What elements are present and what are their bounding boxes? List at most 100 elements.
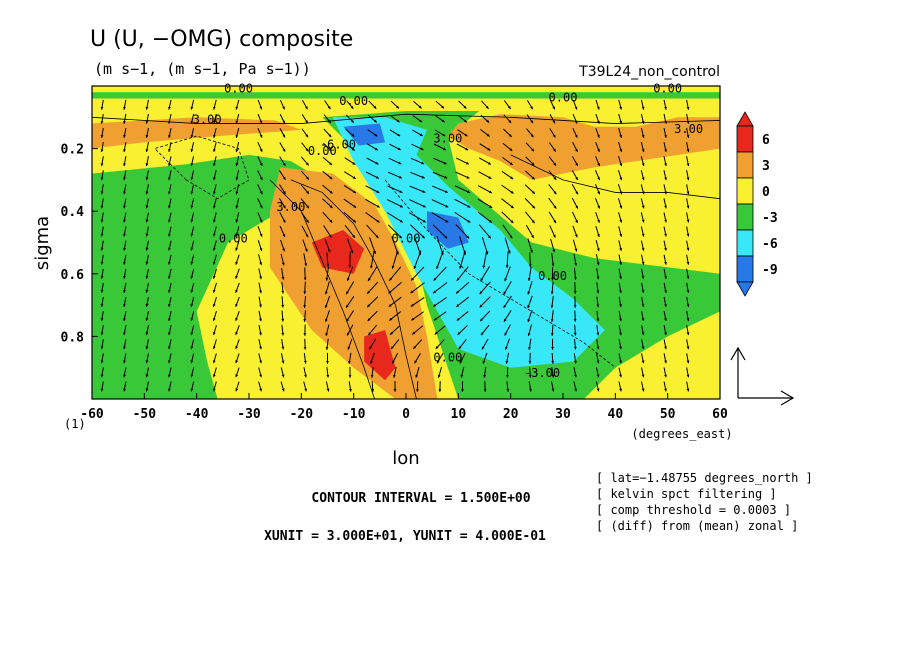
wind-arrow-300 bbox=[409, 185, 426, 193]
wind-arrow-14 bbox=[100, 296, 104, 307]
wind-arrow-201 bbox=[303, 267, 307, 281]
wind-arrow-528 bbox=[663, 142, 667, 153]
wind-arrow-431 bbox=[551, 253, 555, 267]
wind-arrow-560 bbox=[686, 296, 690, 308]
wind-arrow-455 bbox=[573, 296, 577, 308]
wind-arrow-361 bbox=[478, 157, 492, 165]
wind-arrow-404 bbox=[524, 170, 536, 180]
wind-arrow-324 bbox=[432, 224, 448, 239]
wind-arrow-298 bbox=[410, 157, 425, 165]
wind-arrow-330 bbox=[433, 311, 447, 321]
wind-arrow-400 bbox=[526, 114, 534, 124]
wind-arrow-535 bbox=[663, 240, 667, 251]
wind-arrow-555 bbox=[686, 226, 690, 237]
wind-arrow-240 bbox=[344, 224, 356, 239]
wind-arrow-27 bbox=[123, 184, 127, 195]
wind-arrow-508 bbox=[640, 156, 645, 167]
wind-arrow-396 bbox=[505, 352, 510, 364]
wind-arrow-525 bbox=[663, 99, 667, 110]
x-tick-label: 20 bbox=[503, 407, 519, 422]
wind-arrow-487 bbox=[618, 156, 623, 167]
wind-arrow-239 bbox=[343, 211, 357, 223]
wind-arrow-9 bbox=[100, 226, 104, 237]
wind-arrow-221 bbox=[326, 252, 330, 267]
wind-arrow-218 bbox=[322, 211, 333, 224]
wind-arrow-430 bbox=[550, 239, 556, 253]
wind-arrow-138 bbox=[235, 268, 240, 279]
wind-arrow-475 bbox=[596, 282, 600, 294]
colorbar: 6 3 0 -3 -6 -9 bbox=[736, 111, 778, 297]
shaded-region-9 bbox=[311, 229, 365, 274]
contour-label-5: 0.00 bbox=[219, 232, 248, 246]
wind-arrow-444 bbox=[572, 142, 578, 153]
wind-arrow-176 bbox=[279, 212, 286, 223]
wind-arrow-141 bbox=[235, 311, 240, 322]
colorbar-label-3: -3 bbox=[762, 211, 778, 226]
wind-arrow-57 bbox=[145, 311, 149, 322]
wind-arrow-263 bbox=[370, 251, 375, 269]
annotation-filter: [ kelvin spct filtering ] bbox=[596, 487, 777, 501]
wind-arrow-449 bbox=[572, 211, 579, 224]
wind-arrow-353 bbox=[458, 339, 467, 350]
wind-arrow-102 bbox=[190, 353, 195, 364]
wind-arrow-212 bbox=[323, 128, 332, 138]
wind-arrow-301 bbox=[409, 199, 426, 208]
wind-arrow-115 bbox=[212, 240, 217, 251]
wind-arrow-161 bbox=[258, 296, 262, 308]
wind-arrow-236 bbox=[344, 171, 356, 180]
wind-arrow-186 bbox=[280, 353, 285, 364]
wind-arrow-91 bbox=[190, 198, 195, 209]
wind-arrow-285 bbox=[388, 266, 402, 282]
wind-arrow-164 bbox=[258, 339, 262, 350]
colorbar-top-arrow bbox=[736, 111, 754, 127]
wind-arrow-80 bbox=[168, 339, 172, 350]
wind-arrow-566 bbox=[686, 381, 690, 392]
wind-arrow-351 bbox=[456, 311, 469, 322]
wind-arrow-493 bbox=[618, 240, 623, 251]
wind-arrow-358 bbox=[480, 114, 490, 123]
wind-arrow-503 bbox=[618, 381, 622, 392]
wind-arrow-32 bbox=[123, 254, 127, 265]
wind-arrow-435 bbox=[550, 310, 554, 322]
wind-arrow-334 bbox=[437, 366, 443, 378]
wind-arrow-61 bbox=[145, 367, 149, 378]
run-label: T39L24_non_control bbox=[578, 64, 720, 80]
wind-arrow-217 bbox=[322, 198, 333, 209]
wind-arrow-425 bbox=[548, 170, 557, 181]
wind-arrow-562 bbox=[686, 325, 690, 336]
wind-arrow-411 bbox=[527, 266, 532, 281]
wind-arrow-476 bbox=[596, 296, 600, 308]
wind-arrow-450 bbox=[572, 225, 578, 238]
wind-arrow-432 bbox=[551, 267, 554, 281]
wind-arrow-468 bbox=[594, 184, 601, 195]
wind-arrow-116 bbox=[212, 254, 217, 265]
wind-arrow-19 bbox=[100, 367, 104, 378]
wind-arrow-369 bbox=[480, 266, 490, 282]
wind-arrow-344 bbox=[454, 211, 471, 223]
x-tick-label: -10 bbox=[342, 407, 366, 422]
wind-arrow-5 bbox=[100, 170, 104, 181]
wind-arrow-100 bbox=[190, 325, 195, 336]
wind-arrow-187 bbox=[280, 367, 285, 378]
colorbar-label-2: 0 bbox=[762, 185, 770, 200]
colorbar-label-5: -9 bbox=[762, 263, 778, 278]
wind-arrow-375 bbox=[482, 352, 488, 364]
wind-arrow-90 bbox=[190, 184, 195, 195]
wind-arrow-235 bbox=[344, 157, 356, 166]
wind-arrow-153 bbox=[257, 184, 263, 195]
wind-arrow-415 bbox=[527, 324, 533, 336]
wind-arrow-74 bbox=[168, 254, 172, 265]
wind-arrow-379 bbox=[503, 114, 512, 124]
wind-arrow-374 bbox=[481, 338, 489, 350]
wind-arrow-387 bbox=[502, 224, 513, 239]
wind-arrow-307 bbox=[410, 282, 425, 294]
wind-arrow-385 bbox=[501, 198, 514, 209]
wind-arrow-423 bbox=[548, 142, 557, 152]
wind-arrow-85 bbox=[190, 113, 195, 124]
wind-arrow-314 bbox=[415, 381, 419, 392]
wind-arrow-551 bbox=[686, 170, 690, 181]
wind-arrow-177 bbox=[279, 225, 286, 238]
wind-arrow-286 bbox=[388, 282, 402, 294]
wind-arrow-463 bbox=[595, 113, 600, 124]
